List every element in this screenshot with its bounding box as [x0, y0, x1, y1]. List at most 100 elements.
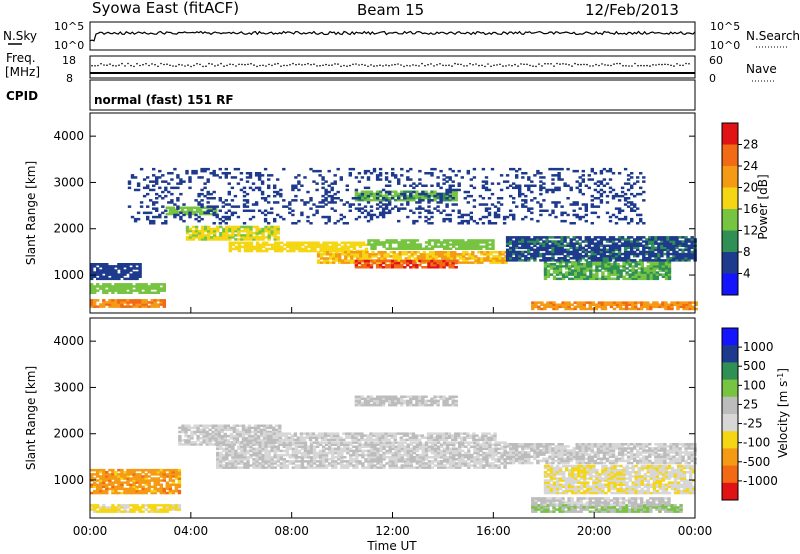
power-cell [368, 255, 372, 258]
velocity-cell [282, 449, 286, 453]
power-cell [457, 182, 461, 185]
velocity-cell [255, 462, 259, 465]
power-cell [640, 277, 644, 281]
power-cell [203, 167, 207, 171]
velocity-cell [156, 477, 160, 480]
nave-dot [238, 63, 240, 66]
velocity-cell [340, 447, 344, 451]
power-cell [400, 245, 404, 248]
power-cell [319, 261, 324, 264]
velocity-cell [229, 426, 234, 430]
power-cell [667, 269, 672, 272]
velocity-cell [288, 456, 292, 459]
velocity-cell [291, 441, 296, 444]
power-cell [617, 248, 622, 252]
power-cell [403, 266, 407, 269]
power-cell [597, 305, 602, 309]
power-cell [475, 222, 480, 225]
power-cell [360, 196, 365, 200]
velocity-cell [177, 504, 182, 507]
velocity-cell [132, 487, 136, 491]
velocity-cell [105, 510, 109, 513]
power-cell [227, 215, 231, 219]
power-cell [406, 239, 410, 242]
velocity-cell [129, 510, 133, 513]
power-cell [581, 180, 585, 183]
power-cell [590, 178, 594, 181]
power-cell [325, 261, 330, 264]
power-cell [203, 186, 207, 190]
power-cell [690, 236, 694, 239]
velocity-cell [255, 460, 259, 463]
power-cell [593, 205, 598, 208]
power-cell [501, 261, 505, 264]
power-cell [194, 236, 199, 239]
power-cell [445, 239, 450, 242]
power-cell [623, 248, 628, 252]
power-cell [630, 244, 634, 247]
velocity-cell [165, 475, 169, 478]
power-cell [552, 271, 557, 274]
power-cell [551, 211, 555, 215]
power-cell [260, 197, 265, 200]
velocity-cell [196, 434, 200, 438]
power-cell [251, 182, 256, 185]
power-cell [165, 206, 169, 209]
power-cell [347, 259, 351, 262]
power-cell [366, 169, 371, 173]
power-cell [207, 236, 211, 239]
power-cell [449, 239, 453, 242]
velocity-cell [247, 430, 252, 434]
power-cell [102, 287, 106, 290]
velocity-cell [252, 449, 256, 453]
power-cell [335, 255, 339, 258]
power-cell [162, 287, 166, 290]
power-cell [158, 213, 162, 217]
power-cell [590, 259, 594, 262]
power-ytick-label: 3000 [53, 175, 84, 189]
power-cell [419, 261, 424, 264]
velocity-cell [208, 424, 212, 427]
power-cell [558, 277, 563, 281]
power-cell [448, 266, 452, 269]
power-cell [344, 255, 348, 258]
velocity-cell [135, 485, 139, 489]
power-cell [280, 245, 284, 249]
velocity-cell [225, 464, 229, 467]
power-cell [614, 257, 619, 260]
power-cell [127, 182, 132, 185]
power-cell [623, 217, 628, 221]
power-cell [359, 255, 363, 258]
power-cell [492, 261, 496, 264]
power-cell [261, 227, 265, 231]
power-cell [515, 205, 519, 208]
power-cell [400, 167, 404, 171]
velocity-cell [105, 489, 109, 493]
power-cell [551, 250, 555, 254]
power-cell [224, 211, 228, 215]
power-cell [350, 253, 354, 256]
power-cell [120, 271, 124, 274]
power-cell [578, 215, 582, 219]
velocity-cell [223, 432, 227, 436]
power-cell [664, 269, 669, 272]
power-cell [667, 307, 671, 311]
power-cell [685, 307, 689, 311]
power-cell [264, 227, 268, 231]
power-cell [150, 305, 154, 308]
power-cell [624, 301, 629, 304]
power-cell [331, 245, 335, 249]
power-cell [114, 305, 118, 308]
velocity-cell [141, 471, 145, 474]
power-cell [179, 211, 183, 215]
nave-dot [487, 63, 489, 65]
power-cell [380, 255, 384, 258]
power-cell [617, 257, 622, 260]
velocity-cell [216, 466, 220, 469]
power-cell [383, 255, 387, 258]
power-cell [407, 255, 411, 258]
power-cell [261, 229, 265, 233]
power-cell [349, 243, 353, 247]
power-cell [132, 273, 136, 276]
